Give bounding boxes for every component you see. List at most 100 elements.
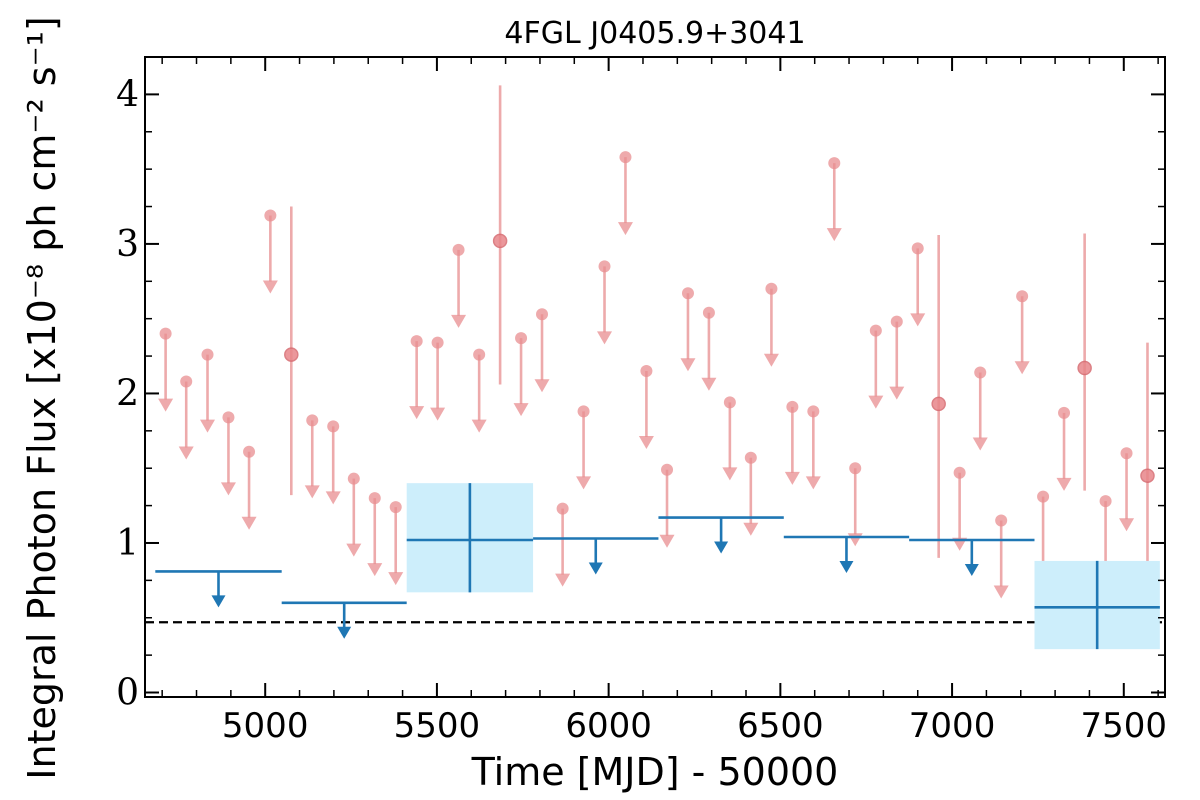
coarse-ul-arrow xyxy=(714,541,729,554)
chart-title: 4FGL J0405.9+3041 xyxy=(504,16,805,51)
fine-ul-arrow xyxy=(178,446,194,460)
coarse-ul-arrow xyxy=(588,562,603,575)
fine-ul-point xyxy=(974,366,987,379)
fine-detection-point xyxy=(492,233,508,249)
fine-ul-arrow xyxy=(1056,477,1072,491)
fine-ul-arrow xyxy=(722,467,738,481)
fine-ul-point xyxy=(327,420,340,433)
fine-ul-arrow xyxy=(304,485,320,499)
fine-ul-arrow xyxy=(200,419,216,433)
fine-ul-arrow xyxy=(847,533,863,547)
fine-ul-arrow xyxy=(555,573,571,587)
fine-detection-point xyxy=(284,347,299,362)
fine-ul-point xyxy=(452,243,465,256)
fine-ul-point xyxy=(598,260,611,273)
fine-ul-point xyxy=(1120,447,1133,460)
coarse-ul-arrow xyxy=(964,563,979,576)
y-axis-label: Integral Photon Flux [x10⁻⁸ ph cm⁻² s⁻¹] xyxy=(20,16,64,779)
fine-ul-point xyxy=(702,306,715,319)
fine-ul-arrow xyxy=(910,313,926,327)
fine-ul-arrow xyxy=(367,563,383,577)
fine-ul-point xyxy=(159,327,172,340)
coarse-ul-arrow xyxy=(337,626,352,639)
fine-ul-point xyxy=(306,414,319,427)
fine-ul-arrow xyxy=(826,228,842,242)
fine-ul-arrow xyxy=(701,377,717,391)
coarse-ul-arrow xyxy=(839,561,854,573)
y-tick-label: 1 xyxy=(116,523,139,564)
x-axis-label: Time [MJD] - 50000 xyxy=(471,750,839,794)
fine-ul-arrow xyxy=(1119,518,1135,532)
fine-ul-point xyxy=(347,472,360,485)
fine-ul-point xyxy=(661,463,674,476)
x-tick-label: 6000 xyxy=(565,706,652,746)
fine-ul-point xyxy=(765,282,778,295)
fine-ul-arrow xyxy=(784,471,800,485)
y-tick-label: 2 xyxy=(116,373,139,414)
fine-ul-arrow xyxy=(680,358,696,372)
fine-ul-arrow xyxy=(743,522,759,536)
fine-ul-point xyxy=(995,514,1008,527)
fine-ul-arrow xyxy=(597,331,613,345)
fine-ul-point xyxy=(723,396,736,409)
fine-ul-arrow xyxy=(638,436,654,450)
fine-ul-point xyxy=(473,348,486,361)
fine-ul-point xyxy=(515,332,528,345)
fine-ul-arrow xyxy=(659,534,675,548)
fine-ul-arrow xyxy=(513,403,529,417)
fine-detection-point xyxy=(1077,360,1092,376)
fine-ul-point xyxy=(681,287,694,300)
fine-ul-point xyxy=(640,365,653,378)
fine-ul-arrow xyxy=(534,379,550,393)
fine-ul-point xyxy=(410,335,423,348)
fine-ul-point xyxy=(536,308,549,321)
fine-ul-point xyxy=(243,445,256,458)
coarse-ul-arrow xyxy=(211,595,226,608)
fine-ul-arrow xyxy=(241,516,257,530)
fine-ul-point xyxy=(953,466,966,479)
fine-ul-arrow xyxy=(388,572,404,586)
fine-ul-arrow xyxy=(451,314,467,328)
fine-ul-point xyxy=(849,462,862,475)
fine-ul-point xyxy=(869,324,882,337)
x-tick-label: 5500 xyxy=(394,706,481,746)
fine-ul-arrow xyxy=(889,386,905,400)
fine-detection-point xyxy=(1140,468,1155,483)
fine-ul-arrow xyxy=(763,353,779,367)
x-tick-label: 7500 xyxy=(1081,706,1168,746)
fine-ul-arrow xyxy=(805,476,821,490)
fine-ul-arrow xyxy=(972,437,988,451)
fine-ul-point xyxy=(1016,290,1029,303)
fine-ul-point xyxy=(911,242,924,255)
fine-ul-point xyxy=(807,405,820,418)
fine-ul-arrow xyxy=(1014,361,1030,375)
fine-ul-point xyxy=(744,451,757,464)
y-tick-label: 3 xyxy=(116,224,139,265)
fine-ul-point xyxy=(786,400,799,413)
fine-ul-arrow xyxy=(868,395,884,409)
fine-ul-arrow xyxy=(576,476,592,490)
fine-ul-point xyxy=(1099,495,1112,508)
fine-ul-point xyxy=(264,209,277,222)
fine-ul-arrow xyxy=(220,482,236,496)
fine-ul-point xyxy=(389,501,402,514)
y-tick-label: 4 xyxy=(116,74,139,115)
x-tick-label: 6500 xyxy=(737,706,824,746)
fine-ul-point xyxy=(828,157,841,170)
x-tick-label: 5000 xyxy=(222,706,309,746)
fine-ul-arrow xyxy=(993,585,1009,599)
fine-ul-arrow xyxy=(430,407,446,421)
fine-ul-point xyxy=(890,315,903,328)
fine-ul-point xyxy=(201,348,214,361)
fine-ul-point xyxy=(431,336,444,349)
fine-ul-point xyxy=(577,405,590,418)
fine-ul-point xyxy=(556,502,569,515)
fine-ul-arrow xyxy=(325,491,341,505)
fine-ul-arrow xyxy=(262,280,278,294)
fine-ul-arrow xyxy=(346,543,362,557)
fine-ul-arrow xyxy=(158,398,174,412)
fine-ul-point xyxy=(180,375,193,388)
y-tick-label: 0 xyxy=(116,673,139,714)
fine-ul-point xyxy=(222,411,235,424)
